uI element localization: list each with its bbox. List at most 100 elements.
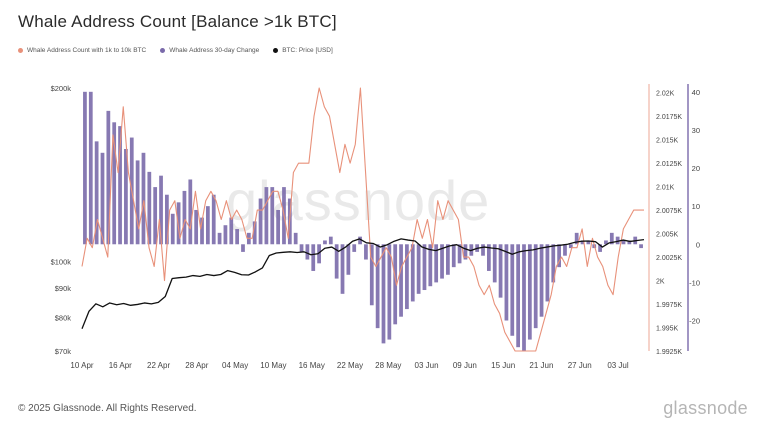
- bar: [504, 244, 509, 321]
- bar: [457, 244, 462, 264]
- bar: [627, 240, 632, 245]
- bar: [317, 244, 321, 264]
- legend-label-whale-change: Whale Address 30-day Change: [169, 47, 260, 54]
- left-axis-tick-label: $70k: [55, 347, 72, 356]
- x-axis-tick-label: 16 May: [299, 361, 325, 370]
- bar: [586, 240, 591, 245]
- right-axis-change-tick-label: 0: [696, 240, 700, 249]
- right-axis-whale-tick-label: 2K: [656, 279, 665, 286]
- bar: [299, 244, 304, 252]
- bar: [551, 244, 556, 283]
- legend-swatch-whale-count: [18, 48, 23, 53]
- bar: [328, 236, 333, 245]
- bar: [229, 217, 234, 245]
- bar: [176, 202, 181, 245]
- bar: [510, 244, 515, 336]
- right-axis-change-tick-label: 30: [692, 126, 700, 135]
- bar: [463, 244, 468, 260]
- right-axis-whale-tick-label: 2.01K: [656, 185, 675, 192]
- bar: [527, 244, 532, 340]
- bar: [563, 244, 567, 256]
- bar: [639, 244, 643, 249]
- x-axis-tick-label: 27 Jun: [568, 361, 592, 370]
- bar: [615, 236, 620, 245]
- bar: [264, 187, 269, 245]
- x-axis-tick-label: 09 Jun: [453, 361, 477, 370]
- bar: [340, 244, 345, 294]
- bar: [135, 160, 140, 245]
- bar: [486, 244, 491, 271]
- legend: Whale Address Count with 1k to 10k BTC W…: [18, 47, 333, 54]
- whale-count-line: [81, 87, 644, 352]
- bar: [358, 236, 362, 245]
- btc-price-line: [81, 238, 645, 330]
- x-axis-tick-label: 28 May: [375, 361, 401, 370]
- bar: [334, 244, 339, 279]
- line-series-whale-count: [81, 87, 644, 352]
- bar: [440, 244, 444, 279]
- right-axis-whale-tick-label: 1.9975K: [656, 302, 682, 309]
- bar: [498, 244, 503, 298]
- legend-swatch-whale-change: [160, 48, 166, 53]
- bar: [410, 244, 415, 302]
- bar: [369, 244, 374, 306]
- x-axis-tick-label: 16 Apr: [109, 361, 132, 370]
- bar: [118, 126, 122, 245]
- bar: [451, 244, 456, 268]
- bar: [405, 244, 409, 310]
- x-axis-tick-label: 22 May: [337, 361, 363, 370]
- bar: [194, 209, 199, 245]
- left-axis-tick-label: $200k: [51, 84, 72, 93]
- bar: [352, 244, 357, 252]
- right-axis-whale-tick-label: 1.9925K: [656, 349, 682, 356]
- legend-item-whale-count[interactable]: Whale Address Count with 1k to 10k BTC: [18, 47, 146, 54]
- bar: [147, 171, 152, 245]
- x-axis-tick-label: 04 May: [222, 361, 248, 370]
- legend-item-btc-price[interactable]: BTC: Price [USD]: [273, 47, 333, 54]
- legend-item-whale-change[interactable]: Whale Address 30-day Change: [160, 47, 259, 54]
- bar: [375, 244, 380, 329]
- bar: [621, 240, 626, 245]
- bar: [205, 206, 210, 245]
- bar: [580, 240, 585, 245]
- bar: [241, 244, 245, 252]
- bar: [539, 244, 544, 317]
- right-axis-whale-tick-label: 2.02K: [656, 91, 675, 98]
- x-axis-tick-label: 22 Apr: [147, 361, 170, 370]
- chart-title: Whale Address Count [Balance >1k BTC]: [18, 12, 337, 31]
- bar: [481, 244, 485, 256]
- bar: [604, 240, 608, 245]
- bar: [609, 232, 614, 245]
- bar: [170, 213, 175, 245]
- right-axis-change-tick-label: -10: [689, 278, 700, 287]
- bar: [88, 91, 93, 245]
- bar: [346, 244, 351, 275]
- right-axis-change-tick-label: 40: [692, 88, 700, 97]
- legend-label-btc-price: BTC: Price [USD]: [282, 47, 333, 54]
- x-axis-tick-label: 03 Jul: [607, 361, 629, 370]
- bar: [574, 232, 579, 245]
- bar: [188, 179, 193, 245]
- right-axis-whale-tick-label: 2.0125K: [656, 161, 682, 168]
- copyright-text: © 2025 Glassnode. All Rights Reserved.: [18, 403, 197, 414]
- x-axis-tick-label: 03 Jun: [415, 361, 439, 370]
- bar: [568, 244, 573, 249]
- bar: [311, 244, 316, 271]
- bar: [492, 244, 497, 283]
- x-axis-tick-label: 15 Jun: [491, 361, 515, 370]
- bar: [83, 91, 87, 245]
- glassnode-logo: glassnode: [663, 398, 748, 418]
- bar: [323, 240, 327, 245]
- bar: [428, 244, 433, 287]
- bar: [165, 194, 169, 245]
- bar: [252, 221, 257, 245]
- bar: [387, 244, 392, 340]
- bar: [276, 209, 280, 245]
- left-axis-tick-label: $90k: [55, 284, 72, 293]
- bar: [200, 217, 204, 245]
- x-axis-tick-label: 10 Apr: [70, 361, 93, 370]
- bar: [106, 110, 111, 245]
- bar: [217, 232, 222, 245]
- bar: [270, 187, 275, 245]
- right-axis-whale-tick-label: 2.015K: [656, 138, 679, 145]
